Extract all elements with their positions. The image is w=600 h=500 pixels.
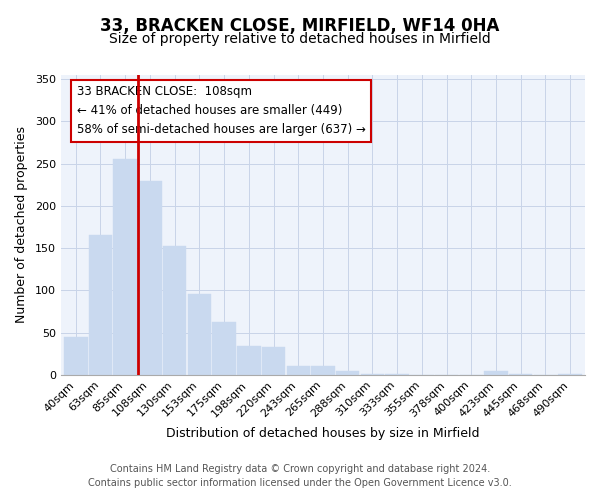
X-axis label: Distribution of detached houses by size in Mirfield: Distribution of detached houses by size …: [166, 427, 480, 440]
Bar: [484, 370, 508, 375]
Bar: [287, 366, 310, 375]
Bar: [163, 246, 187, 375]
Text: Size of property relative to detached houses in Mirfield: Size of property relative to detached ho…: [109, 32, 491, 46]
Text: 33 BRACKEN CLOSE:  108sqm
← 41% of detached houses are smaller (449)
58% of semi: 33 BRACKEN CLOSE: 108sqm ← 41% of detach…: [77, 86, 365, 136]
Text: Contains HM Land Registry data © Crown copyright and database right 2024.
Contai: Contains HM Land Registry data © Crown c…: [88, 464, 512, 487]
Bar: [336, 370, 359, 375]
Bar: [262, 347, 285, 375]
Bar: [64, 337, 88, 375]
Text: 33, BRACKEN CLOSE, MIRFIELD, WF14 0HA: 33, BRACKEN CLOSE, MIRFIELD, WF14 0HA: [100, 18, 500, 36]
Bar: [212, 322, 236, 375]
Bar: [559, 374, 582, 375]
Bar: [89, 236, 112, 375]
Bar: [138, 180, 161, 375]
Bar: [509, 374, 532, 375]
Y-axis label: Number of detached properties: Number of detached properties: [15, 126, 28, 324]
Bar: [237, 346, 260, 375]
Bar: [385, 374, 409, 375]
Bar: [188, 294, 211, 375]
Bar: [361, 374, 384, 375]
Bar: [311, 366, 335, 375]
Bar: [113, 160, 137, 375]
